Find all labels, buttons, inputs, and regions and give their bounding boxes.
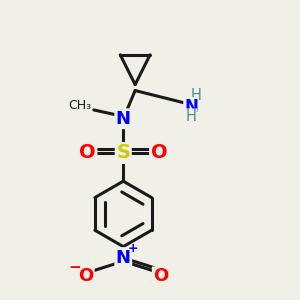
Text: CH₃: CH₃ (69, 99, 92, 112)
Text: O: O (151, 143, 167, 163)
Text: −: − (68, 260, 81, 275)
Text: O: O (79, 143, 96, 163)
Text: S: S (116, 143, 130, 163)
Text: +: + (128, 242, 138, 255)
Text: N: N (184, 98, 198, 116)
Text: O: O (153, 267, 168, 285)
Text: N: N (116, 249, 131, 267)
Text: H: H (186, 109, 196, 124)
Text: N: N (116, 110, 131, 128)
Text: H: H (190, 88, 202, 104)
Text: O: O (79, 267, 94, 285)
